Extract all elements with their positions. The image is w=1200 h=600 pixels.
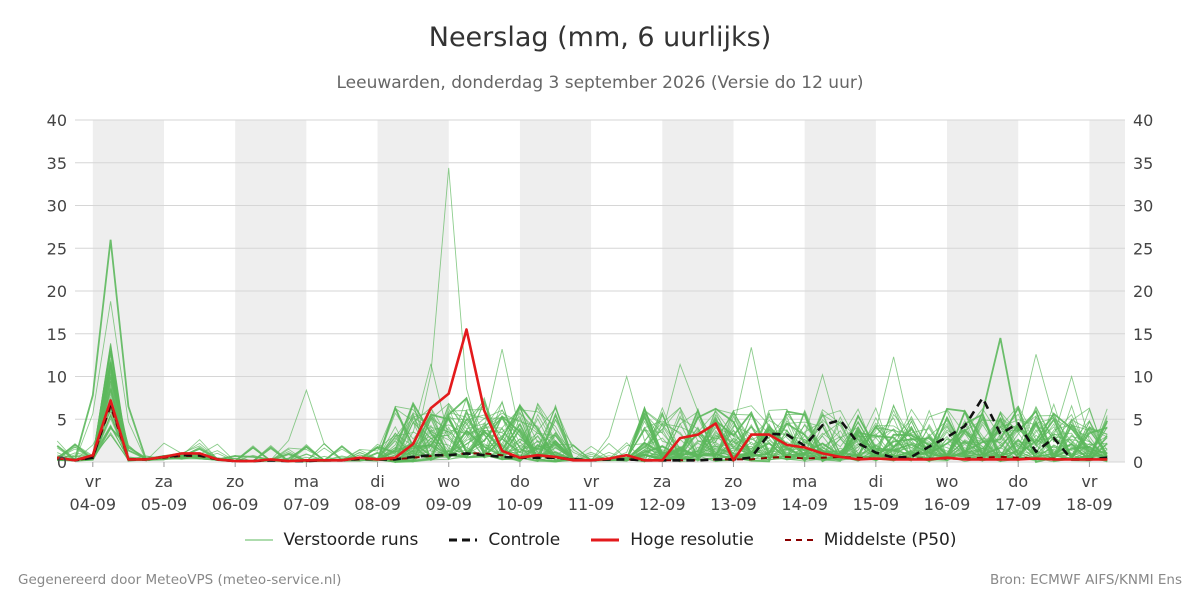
x-tick-day: za	[653, 472, 671, 491]
legend-swatch	[244, 539, 273, 541]
x-tick-date: 18-09	[1066, 495, 1113, 514]
x-tick-day: vr	[85, 472, 101, 491]
y-tick-label-right: 10	[1133, 368, 1153, 387]
x-tick-day: zo	[226, 472, 244, 491]
legend-label: Middelste (P50)	[823, 530, 957, 550]
legend: Verstoorde runs Controle Hoge resolutie Mid…	[0, 530, 1200, 550]
x-tick-day: ma	[294, 472, 319, 491]
axes: 0 0 5 5 10 10 15 15 20 20 25 25 30 30 35 35 40 40 vr 04-09 z…	[47, 111, 1154, 514]
y-tick-label-left: 40	[47, 111, 67, 130]
x-tick-day: za	[155, 472, 173, 491]
x-tick-day: zo	[724, 472, 742, 491]
x-tick-day: wo	[437, 472, 460, 491]
chart-subtitle: Leeuwarden, donderdag 3 september 2026 (…	[336, 73, 864, 93]
chart-title: Neerslag (mm, 6 uurlijks)	[428, 22, 772, 53]
x-tick-day: di	[869, 472, 884, 491]
x-tick-date: 14-09	[781, 495, 828, 514]
legend-label: Verstoorde runs	[283, 530, 419, 550]
legend-label: Hoge resolutie	[630, 530, 754, 550]
legend-item: Hoge resolutie	[590, 530, 754, 550]
y-tick-label-right: 20	[1133, 282, 1153, 301]
y-tick-label-right: 15	[1133, 325, 1153, 344]
legend-swatch	[591, 538, 620, 542]
x-tick-day: do	[510, 472, 530, 491]
x-tick-date: 04-09	[70, 495, 117, 514]
y-tick-label-left: 20	[47, 282, 67, 301]
x-tick-date: 16-09	[924, 495, 971, 514]
x-tick-date: 11-09	[568, 495, 615, 514]
x-tick-date: 08-09	[354, 495, 401, 514]
x-tick-date: 09-09	[425, 495, 472, 514]
x-tick-date: 05-09	[141, 495, 188, 514]
y-tick-label-right: 5	[1133, 410, 1143, 429]
legend-label: Controle	[488, 530, 561, 550]
footer-generated-by: Gegenereerd door MeteoVPS (meteo-service…	[18, 572, 342, 588]
main-series	[57, 328, 1108, 463]
x-tick-date: 13-09	[710, 495, 757, 514]
x-tick-day: vr	[583, 472, 599, 491]
y-tick-label-right: 40	[1133, 111, 1153, 130]
x-tick-day: ma	[792, 472, 817, 491]
y-tick-label-right: 25	[1133, 239, 1153, 258]
x-tick-date: 12-09	[639, 495, 686, 514]
legend-item: Middelste (P50)	[784, 530, 957, 550]
y-tick-label-left: 10	[47, 368, 67, 387]
x-tick-date: 17-09	[995, 495, 1042, 514]
x-tick-date: 15-09	[853, 495, 900, 514]
y-tick-label-right: 35	[1133, 154, 1153, 173]
y-tick-label-left: 15	[47, 325, 67, 344]
x-tick-date: 07-09	[283, 495, 330, 514]
y-tick-label-right: 0	[1133, 453, 1143, 472]
x-tick-day: di	[370, 472, 385, 491]
y-tick-label-right: 30	[1133, 197, 1153, 216]
x-tick-date: 10-09	[497, 495, 544, 514]
legend-swatch	[449, 538, 478, 542]
legend-swatch	[784, 539, 813, 541]
legend-item: Verstoorde runs	[244, 530, 419, 550]
legend-item: Controle	[448, 530, 560, 550]
y-tick-label-left: 0	[57, 453, 67, 472]
series-line-hoge-resolutie	[57, 328, 1108, 463]
y-tick-label-left: 5	[57, 410, 67, 429]
y-tick-label-left: 35	[47, 154, 67, 173]
footer-source: Bron: ECMWF AIFS/KNMI Ens	[989, 572, 1182, 588]
y-tick-label-left: 30	[47, 197, 67, 216]
x-tick-date: 06-09	[212, 495, 259, 514]
y-tick-label-left: 25	[47, 239, 67, 258]
x-tick-day: vr	[1081, 472, 1097, 491]
x-tick-day: do	[1008, 472, 1028, 491]
x-tick-day: wo	[936, 472, 959, 491]
